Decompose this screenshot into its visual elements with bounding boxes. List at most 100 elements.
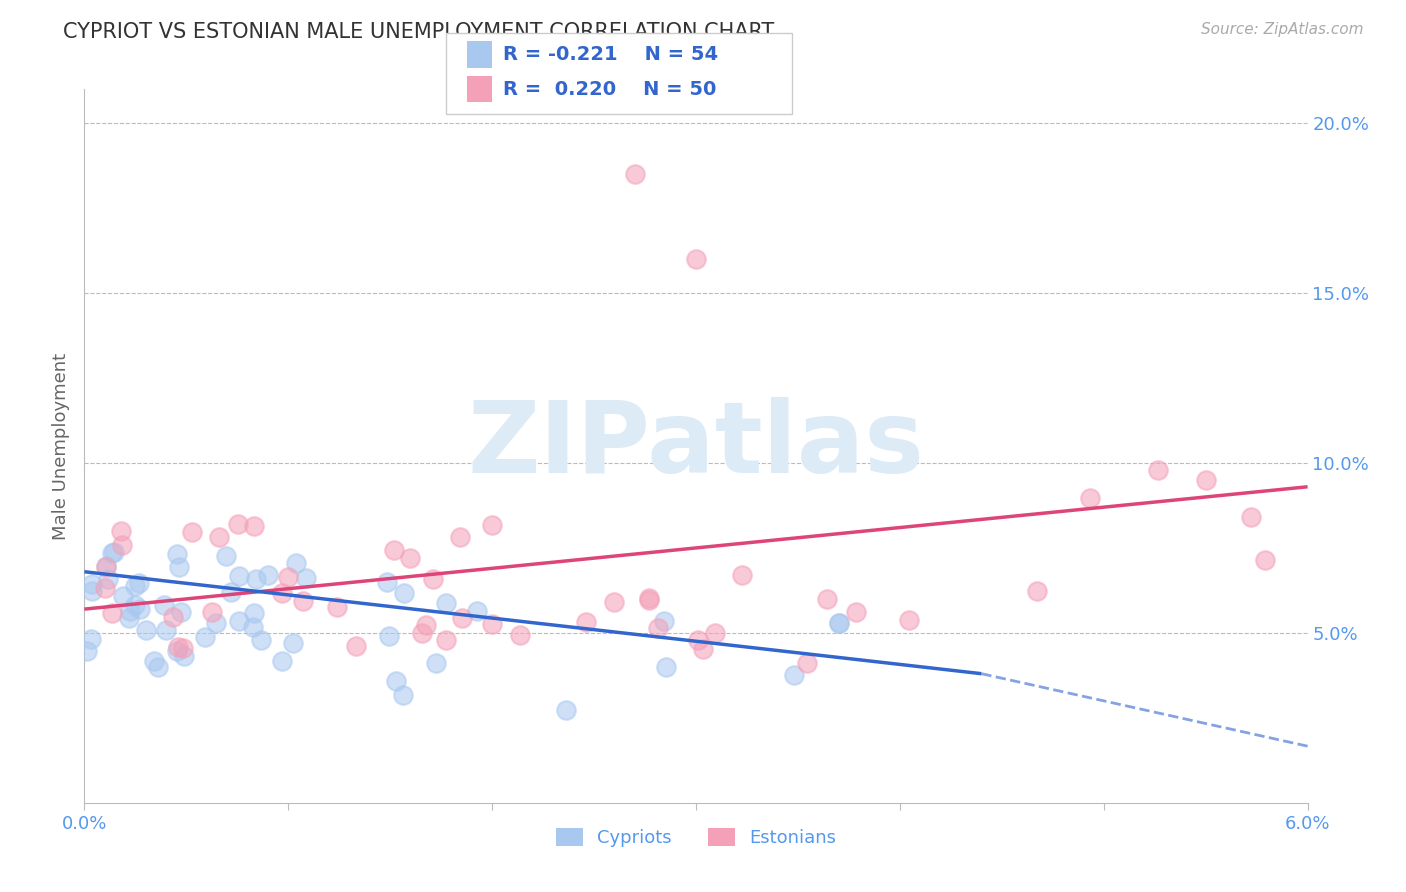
- Point: [242, 620, 264, 634]
- Point: [685, 252, 707, 266]
- Point: [378, 629, 401, 643]
- Point: [208, 530, 231, 544]
- Point: [451, 611, 474, 625]
- Point: [465, 604, 488, 618]
- Point: [173, 648, 195, 663]
- Point: [110, 524, 132, 539]
- Text: CYPRIOT VS ESTONIAN MALE UNEMPLOYMENT CORRELATION CHART: CYPRIOT VS ESTONIAN MALE UNEMPLOYMENT CO…: [63, 22, 775, 42]
- Point: [228, 614, 250, 628]
- Point: [1240, 509, 1263, 524]
- Legend: Cypriots, Estonians: Cypriots, Estonians: [548, 821, 844, 855]
- Point: [415, 618, 437, 632]
- Point: [112, 590, 135, 604]
- Point: [80, 632, 103, 646]
- Point: [82, 584, 104, 599]
- Text: R = -0.221    N = 54: R = -0.221 N = 54: [503, 45, 718, 63]
- Text: Source: ZipAtlas.com: Source: ZipAtlas.com: [1201, 22, 1364, 37]
- Point: [204, 615, 226, 630]
- Point: [166, 643, 188, 657]
- Point: [434, 596, 457, 610]
- Point: [228, 568, 250, 582]
- Point: [638, 591, 661, 606]
- Point: [603, 595, 626, 609]
- Point: [118, 610, 141, 624]
- Point: [103, 545, 125, 559]
- Text: R =  0.220    N = 50: R = 0.220 N = 50: [503, 79, 717, 98]
- Point: [135, 623, 157, 637]
- Point: [425, 657, 447, 671]
- Point: [226, 516, 249, 531]
- Point: [731, 568, 754, 582]
- Point: [167, 640, 190, 654]
- Point: [173, 641, 195, 656]
- Point: [481, 518, 503, 533]
- Point: [796, 657, 818, 671]
- Point: [652, 614, 675, 628]
- Point: [100, 546, 122, 560]
- Point: [509, 628, 531, 642]
- Point: [1195, 473, 1218, 487]
- Point: [1254, 553, 1277, 567]
- Point: [170, 605, 193, 619]
- Point: [215, 549, 238, 564]
- Point: [124, 598, 146, 612]
- Point: [385, 673, 408, 688]
- Point: [153, 598, 176, 612]
- Point: [201, 605, 224, 619]
- Point: [692, 641, 714, 656]
- Point: [155, 623, 177, 637]
- Point: [101, 606, 124, 620]
- Point: [382, 542, 405, 557]
- Point: [326, 599, 349, 614]
- Point: [219, 585, 242, 599]
- Point: [554, 703, 576, 717]
- Point: [194, 630, 217, 644]
- Point: [129, 602, 152, 616]
- Point: [411, 626, 433, 640]
- Point: [142, 654, 165, 668]
- Point: [688, 632, 710, 647]
- Point: [783, 668, 806, 682]
- Point: [243, 519, 266, 533]
- Point: [638, 592, 661, 607]
- Point: [250, 632, 273, 647]
- Point: [295, 571, 318, 585]
- Y-axis label: Male Unemployment: Male Unemployment: [52, 352, 70, 540]
- Point: [80, 577, 103, 591]
- Point: [375, 574, 398, 589]
- Point: [180, 525, 202, 540]
- Point: [76, 644, 98, 658]
- Point: [392, 689, 415, 703]
- Point: [94, 581, 117, 595]
- Point: [815, 591, 838, 606]
- Point: [898, 613, 921, 627]
- Point: [257, 568, 280, 582]
- Point: [271, 586, 294, 600]
- Point: [245, 572, 267, 586]
- Point: [124, 579, 146, 593]
- Point: [344, 639, 367, 653]
- Point: [647, 621, 669, 635]
- Point: [449, 530, 471, 544]
- Point: [655, 660, 678, 674]
- Point: [704, 625, 727, 640]
- Point: [481, 616, 503, 631]
- Point: [120, 604, 142, 618]
- Point: [1026, 583, 1049, 598]
- Point: [624, 167, 647, 181]
- Point: [845, 606, 868, 620]
- Point: [146, 659, 169, 673]
- Point: [434, 633, 457, 648]
- Point: [285, 556, 308, 570]
- Point: [392, 585, 415, 599]
- Point: [277, 570, 299, 584]
- Point: [1078, 491, 1101, 505]
- Point: [828, 615, 851, 630]
- Point: [128, 575, 150, 590]
- Point: [292, 594, 315, 608]
- Point: [97, 572, 120, 586]
- Point: [169, 559, 191, 574]
- Point: [575, 615, 598, 629]
- Point: [166, 548, 188, 562]
- Point: [283, 636, 305, 650]
